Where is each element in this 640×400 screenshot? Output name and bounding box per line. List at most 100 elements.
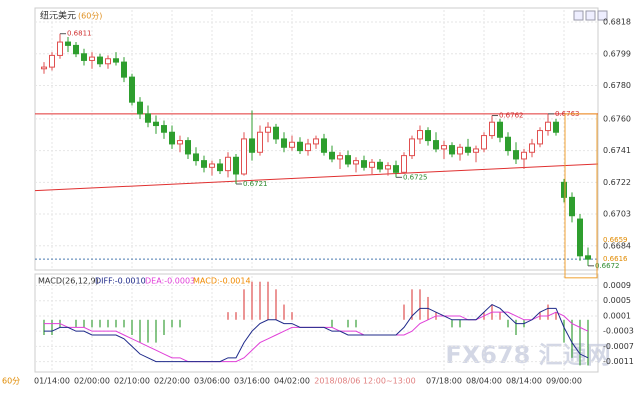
macd-legend: DIFF:-0.0010 bbox=[95, 277, 146, 286]
y-tick-label: 0.6780 bbox=[603, 81, 631, 90]
candle-body bbox=[505, 136, 511, 152]
x-tick-label: 01/14:00 bbox=[34, 377, 70, 386]
y-tick-label: 0.6818 bbox=[603, 18, 631, 27]
price-mark-label: 0.6672 bbox=[595, 262, 620, 270]
candle-body bbox=[385, 165, 391, 170]
macd-legend: MACD:-0.0014 bbox=[193, 277, 251, 286]
candle-body bbox=[161, 125, 167, 133]
candle-body bbox=[233, 156, 239, 175]
candle-body bbox=[433, 140, 439, 150]
trend-line bbox=[34, 163, 599, 192]
candle-body bbox=[545, 121, 551, 132]
candle-body bbox=[265, 126, 271, 133]
candle-body bbox=[105, 58, 111, 65]
candle-body bbox=[441, 145, 447, 150]
x-tick-label: 04/02:00 bbox=[274, 377, 310, 386]
chart-title: 纽元美元 bbox=[40, 10, 76, 22]
candle-body bbox=[449, 145, 455, 155]
candle-body bbox=[401, 155, 407, 173]
candle-body bbox=[465, 146, 471, 153]
toolbar-icons[interactable] bbox=[573, 10, 608, 21]
candle-body bbox=[113, 58, 119, 63]
candle-body bbox=[241, 138, 247, 175]
candle-body bbox=[89, 56, 95, 61]
x-tick-label: 03/16:00 bbox=[234, 377, 270, 386]
y2-tick-label: -0.0011 bbox=[603, 357, 634, 366]
candle-body bbox=[417, 130, 423, 140]
candle-body bbox=[353, 160, 359, 165]
y-tick-label: 0.6684 bbox=[603, 241, 631, 250]
candle-body bbox=[289, 141, 295, 148]
candle-body bbox=[457, 146, 463, 155]
candle-body bbox=[569, 196, 575, 217]
x-tick-label: 07/18:00 bbox=[426, 377, 462, 386]
price-mark-label: 0.6811 bbox=[67, 30, 92, 38]
y-tick-label: 0.6741 bbox=[603, 146, 631, 155]
candle-body bbox=[513, 150, 519, 160]
highlight-box bbox=[564, 113, 598, 279]
candle-body bbox=[553, 121, 559, 133]
candle-body bbox=[209, 163, 215, 168]
x-tick-label: 02/00:00 bbox=[74, 377, 110, 386]
candle-body bbox=[41, 66, 47, 70]
candle-body bbox=[561, 181, 567, 198]
candle-body bbox=[337, 155, 343, 160]
y2-tick-label: -0.0007 bbox=[603, 342, 634, 351]
side-label: 0.6659 bbox=[603, 236, 628, 244]
candle-body bbox=[361, 160, 367, 168]
y-tick-label: 0.6703 bbox=[603, 210, 631, 219]
candle-body bbox=[177, 140, 183, 145]
price-panel bbox=[34, 7, 599, 271]
candle-body bbox=[473, 148, 479, 153]
candle-body bbox=[321, 138, 327, 153]
candle-body bbox=[497, 121, 503, 138]
x-tick-label: 02/20:00 bbox=[154, 377, 190, 386]
icon[interactable] bbox=[585, 10, 596, 21]
candle-body bbox=[121, 61, 127, 78]
candle-body bbox=[369, 161, 375, 168]
candle-body bbox=[49, 54, 55, 68]
price-mark-label: 0.6762 bbox=[499, 112, 524, 120]
candle-body bbox=[273, 126, 279, 140]
x-tick-label: 02/10:00 bbox=[114, 377, 150, 386]
icon[interactable] bbox=[573, 10, 584, 21]
x-tick-label: 08/14:00 bbox=[506, 377, 542, 386]
y2-tick-label: 0.0005 bbox=[603, 296, 631, 305]
candle-body bbox=[137, 101, 143, 115]
candle-body bbox=[257, 131, 263, 153]
candle-body bbox=[201, 160, 207, 168]
candle-body bbox=[329, 151, 335, 160]
diff-line bbox=[44, 303, 589, 363]
candle-body bbox=[281, 138, 287, 148]
candle-body bbox=[305, 143, 311, 152]
period-label: 60分 bbox=[2, 377, 20, 386]
candle-body bbox=[585, 255, 591, 260]
y-tick-label: 0.6799 bbox=[603, 49, 631, 58]
candle-body bbox=[193, 153, 199, 162]
y-tick-label: 0.6760 bbox=[603, 114, 631, 123]
candle-body bbox=[185, 140, 191, 155]
icon[interactable] bbox=[597, 10, 608, 21]
candle-body bbox=[81, 53, 87, 61]
candle-body bbox=[529, 143, 535, 153]
candle-body bbox=[217, 163, 223, 172]
chart-subtitle: (60分) bbox=[78, 12, 102, 21]
watermark: FX678 汇通网 bbox=[445, 341, 610, 369]
x-tick-label: 03/06:00 bbox=[194, 377, 230, 386]
candle-body bbox=[169, 131, 175, 145]
macd-title: MACD(26,12,9) bbox=[38, 277, 99, 286]
candle-body bbox=[297, 141, 303, 152]
candle-body bbox=[97, 56, 103, 65]
candle-body bbox=[521, 151, 527, 160]
candle-body bbox=[73, 44, 79, 55]
y2-tick-label: 0.0009 bbox=[603, 281, 631, 290]
price-mark-label: 0.6725 bbox=[403, 173, 428, 181]
candle-body bbox=[57, 41, 63, 56]
candle-body bbox=[409, 138, 415, 157]
candle-body bbox=[249, 138, 255, 153]
candle-body bbox=[537, 130, 543, 145]
candle-body bbox=[65, 41, 71, 46]
cursor-label: 2018/08/06 12:00~13:00 bbox=[314, 377, 415, 386]
candle-body bbox=[153, 121, 159, 127]
x-tick-label: 09/00:00 bbox=[546, 377, 582, 386]
